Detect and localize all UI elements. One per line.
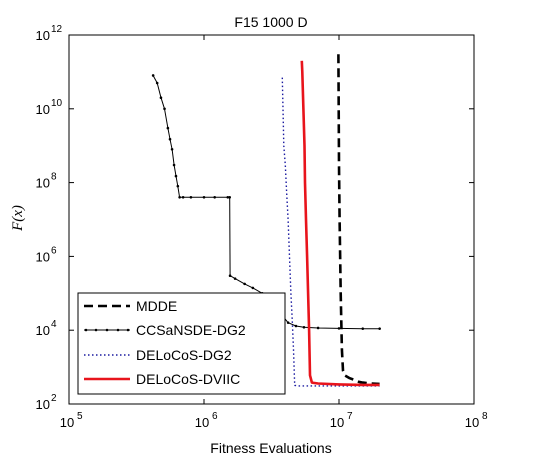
series-marker [226, 195, 230, 199]
series-line-4 [300, 60, 380, 387]
y-axis-label: F(x) [10, 205, 26, 232]
series-line-3 [281, 77, 380, 387]
series-marker [159, 96, 163, 99]
series-marker [337, 327, 341, 330]
series-marker [228, 274, 232, 277]
y-tick-label: 10 10 [36, 98, 63, 117]
x-tick-exponent: 6 [212, 411, 218, 422]
series-marker [163, 107, 166, 111]
y-tick-exponent: 8 [51, 172, 57, 183]
y-tick-base: 10 [36, 102, 50, 117]
series-marker [233, 277, 237, 280]
series-marker [213, 195, 216, 199]
series-marker [166, 126, 170, 130]
y-tick-label: 10 12 [36, 24, 63, 43]
series-marker [228, 195, 231, 199]
y-tick-exponent: 12 [51, 24, 63, 35]
series-marker [302, 325, 306, 329]
series-marker [174, 174, 178, 178]
y-tick-base: 10 [36, 249, 50, 264]
x-tick-base: 10 [60, 415, 74, 430]
legend-marker [84, 328, 88, 332]
legend: MDDE CCSaNSDE-DG2 DELoCoS-DG2 DELoCoS-DVIIC [77, 292, 286, 395]
x-tick-base: 10 [330, 415, 344, 430]
y-tick-base: 10 [36, 28, 50, 43]
y-tick-label: 10 2 [36, 393, 57, 412]
legend-marker [126, 328, 130, 332]
series-marker [151, 74, 155, 77]
series-marker [172, 163, 176, 167]
series-marker [378, 327, 381, 330]
y-tick-label: 10 8 [36, 172, 57, 191]
plot-frame [68, 34, 475, 405]
x-tick-base: 10 [195, 415, 209, 430]
series-marker [286, 321, 290, 324]
series-marker [189, 195, 193, 199]
series-marker [361, 327, 365, 330]
legend-marker [105, 328, 109, 332]
x-tick-label: 10 8 [465, 411, 488, 430]
y-tick-label: 10 6 [36, 245, 57, 264]
y-tick-base: 10 [36, 323, 50, 338]
legend-label: DELoCoS-DG2 [136, 347, 232, 363]
series-marker [155, 81, 159, 85]
x-tick-label: 10 6 [195, 411, 218, 430]
legend-label: DELoCoS-DVIIC [136, 371, 240, 387]
y-tick-exponent: 4 [51, 319, 57, 330]
series-marker [251, 286, 255, 290]
series-marker [181, 195, 185, 199]
series-marker [202, 195, 206, 199]
y-tick-exponent: 10 [51, 98, 63, 109]
legend-label: MDDE [136, 298, 177, 314]
y-tick-base: 10 [36, 176, 50, 191]
y-tick-base: 10 [36, 397, 50, 412]
x-tick-base: 10 [465, 415, 479, 430]
y-tick-label: 10 4 [36, 319, 57, 338]
series-marker [170, 147, 174, 151]
series-marker [168, 137, 172, 141]
series-marker [294, 324, 298, 328]
x-tick-exponent: 7 [347, 411, 353, 422]
legend-marker [94, 328, 98, 332]
x-tick-exponent: 8 [482, 411, 488, 422]
legend-box [77, 292, 286, 395]
legend-marker [116, 328, 120, 332]
series-line-1 [337, 54, 380, 386]
chart-title: F15 1000 D [234, 14, 307, 30]
series-marker [316, 326, 320, 330]
series-marker [176, 184, 180, 188]
x-tick-exponent: 5 [77, 411, 83, 422]
series-marker [243, 282, 246, 286]
series-marker [178, 195, 181, 199]
legend-label: CCSaNSDE-DG2 [136, 322, 246, 338]
x-axis-label: Fitness Evaluations [210, 440, 331, 456]
y-tick-exponent: 2 [51, 393, 57, 404]
x-tick-label: 10 7 [330, 411, 353, 430]
x-tick-label: 10 5 [60, 411, 83, 430]
y-tick-exponent: 6 [51, 245, 57, 256]
